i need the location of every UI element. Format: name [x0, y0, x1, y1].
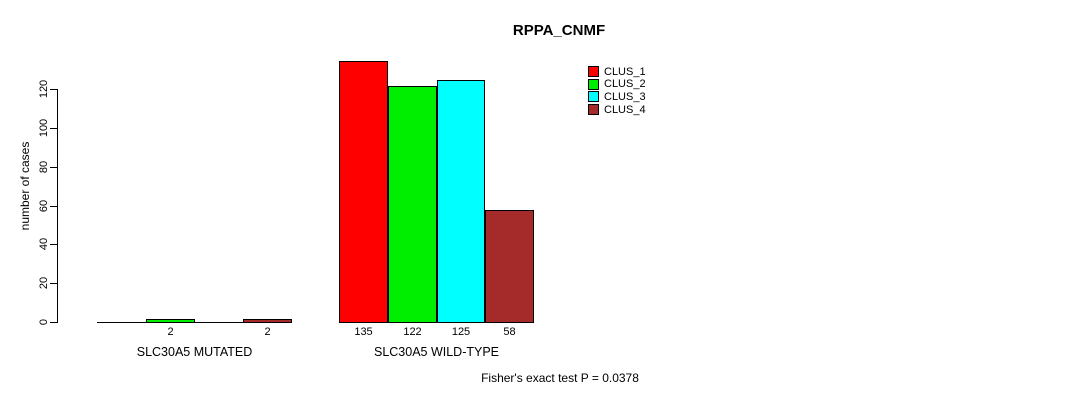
bar-value-label: 135	[354, 326, 373, 338]
bar-clus_2-mutated	[146, 319, 195, 323]
bar-value-label: 122	[403, 326, 422, 338]
y-tick-mark	[50, 244, 57, 245]
bar-clus_3-wildtype	[437, 80, 485, 323]
annotation-pvalue: Fisher's exact test P = 0.0378	[481, 371, 639, 385]
y-tick-label: 40	[38, 237, 50, 251]
bar-clus_2-wildtype	[388, 86, 437, 323]
y-tick-mark	[50, 206, 57, 207]
y-tick-mark	[50, 322, 57, 323]
y-tick-label: 120	[38, 79, 50, 99]
y-tick-label: 60	[38, 199, 50, 213]
y-tick-mark	[50, 89, 57, 90]
bar-value-label: 58	[503, 326, 516, 338]
y-tick-label: 80	[38, 160, 50, 174]
bar-clus_4-mutated	[243, 319, 292, 323]
bar-value-label: 2	[264, 326, 271, 338]
y-tick-label: 0	[38, 318, 50, 326]
y-tick-label: 20	[38, 276, 50, 290]
bar-clus_4-wildtype	[485, 210, 534, 323]
y-tick-mark	[50, 167, 57, 168]
y-tick-mark	[50, 283, 57, 284]
bar-value-label: 125	[451, 326, 471, 338]
y-axis-line	[57, 89, 58, 323]
y-tick-mark	[50, 128, 57, 129]
bar-value-label: 2	[167, 326, 174, 338]
bar-clus_1-wildtype	[339, 61, 388, 323]
x-group-label: SLC30A5 WILD-TYPE	[373, 345, 500, 359]
chart-title: RPPA_CNMF	[512, 22, 606, 39]
y-tick-label: 100	[38, 118, 50, 138]
x-group-label: SLC30A5 MUTATED	[136, 345, 253, 359]
